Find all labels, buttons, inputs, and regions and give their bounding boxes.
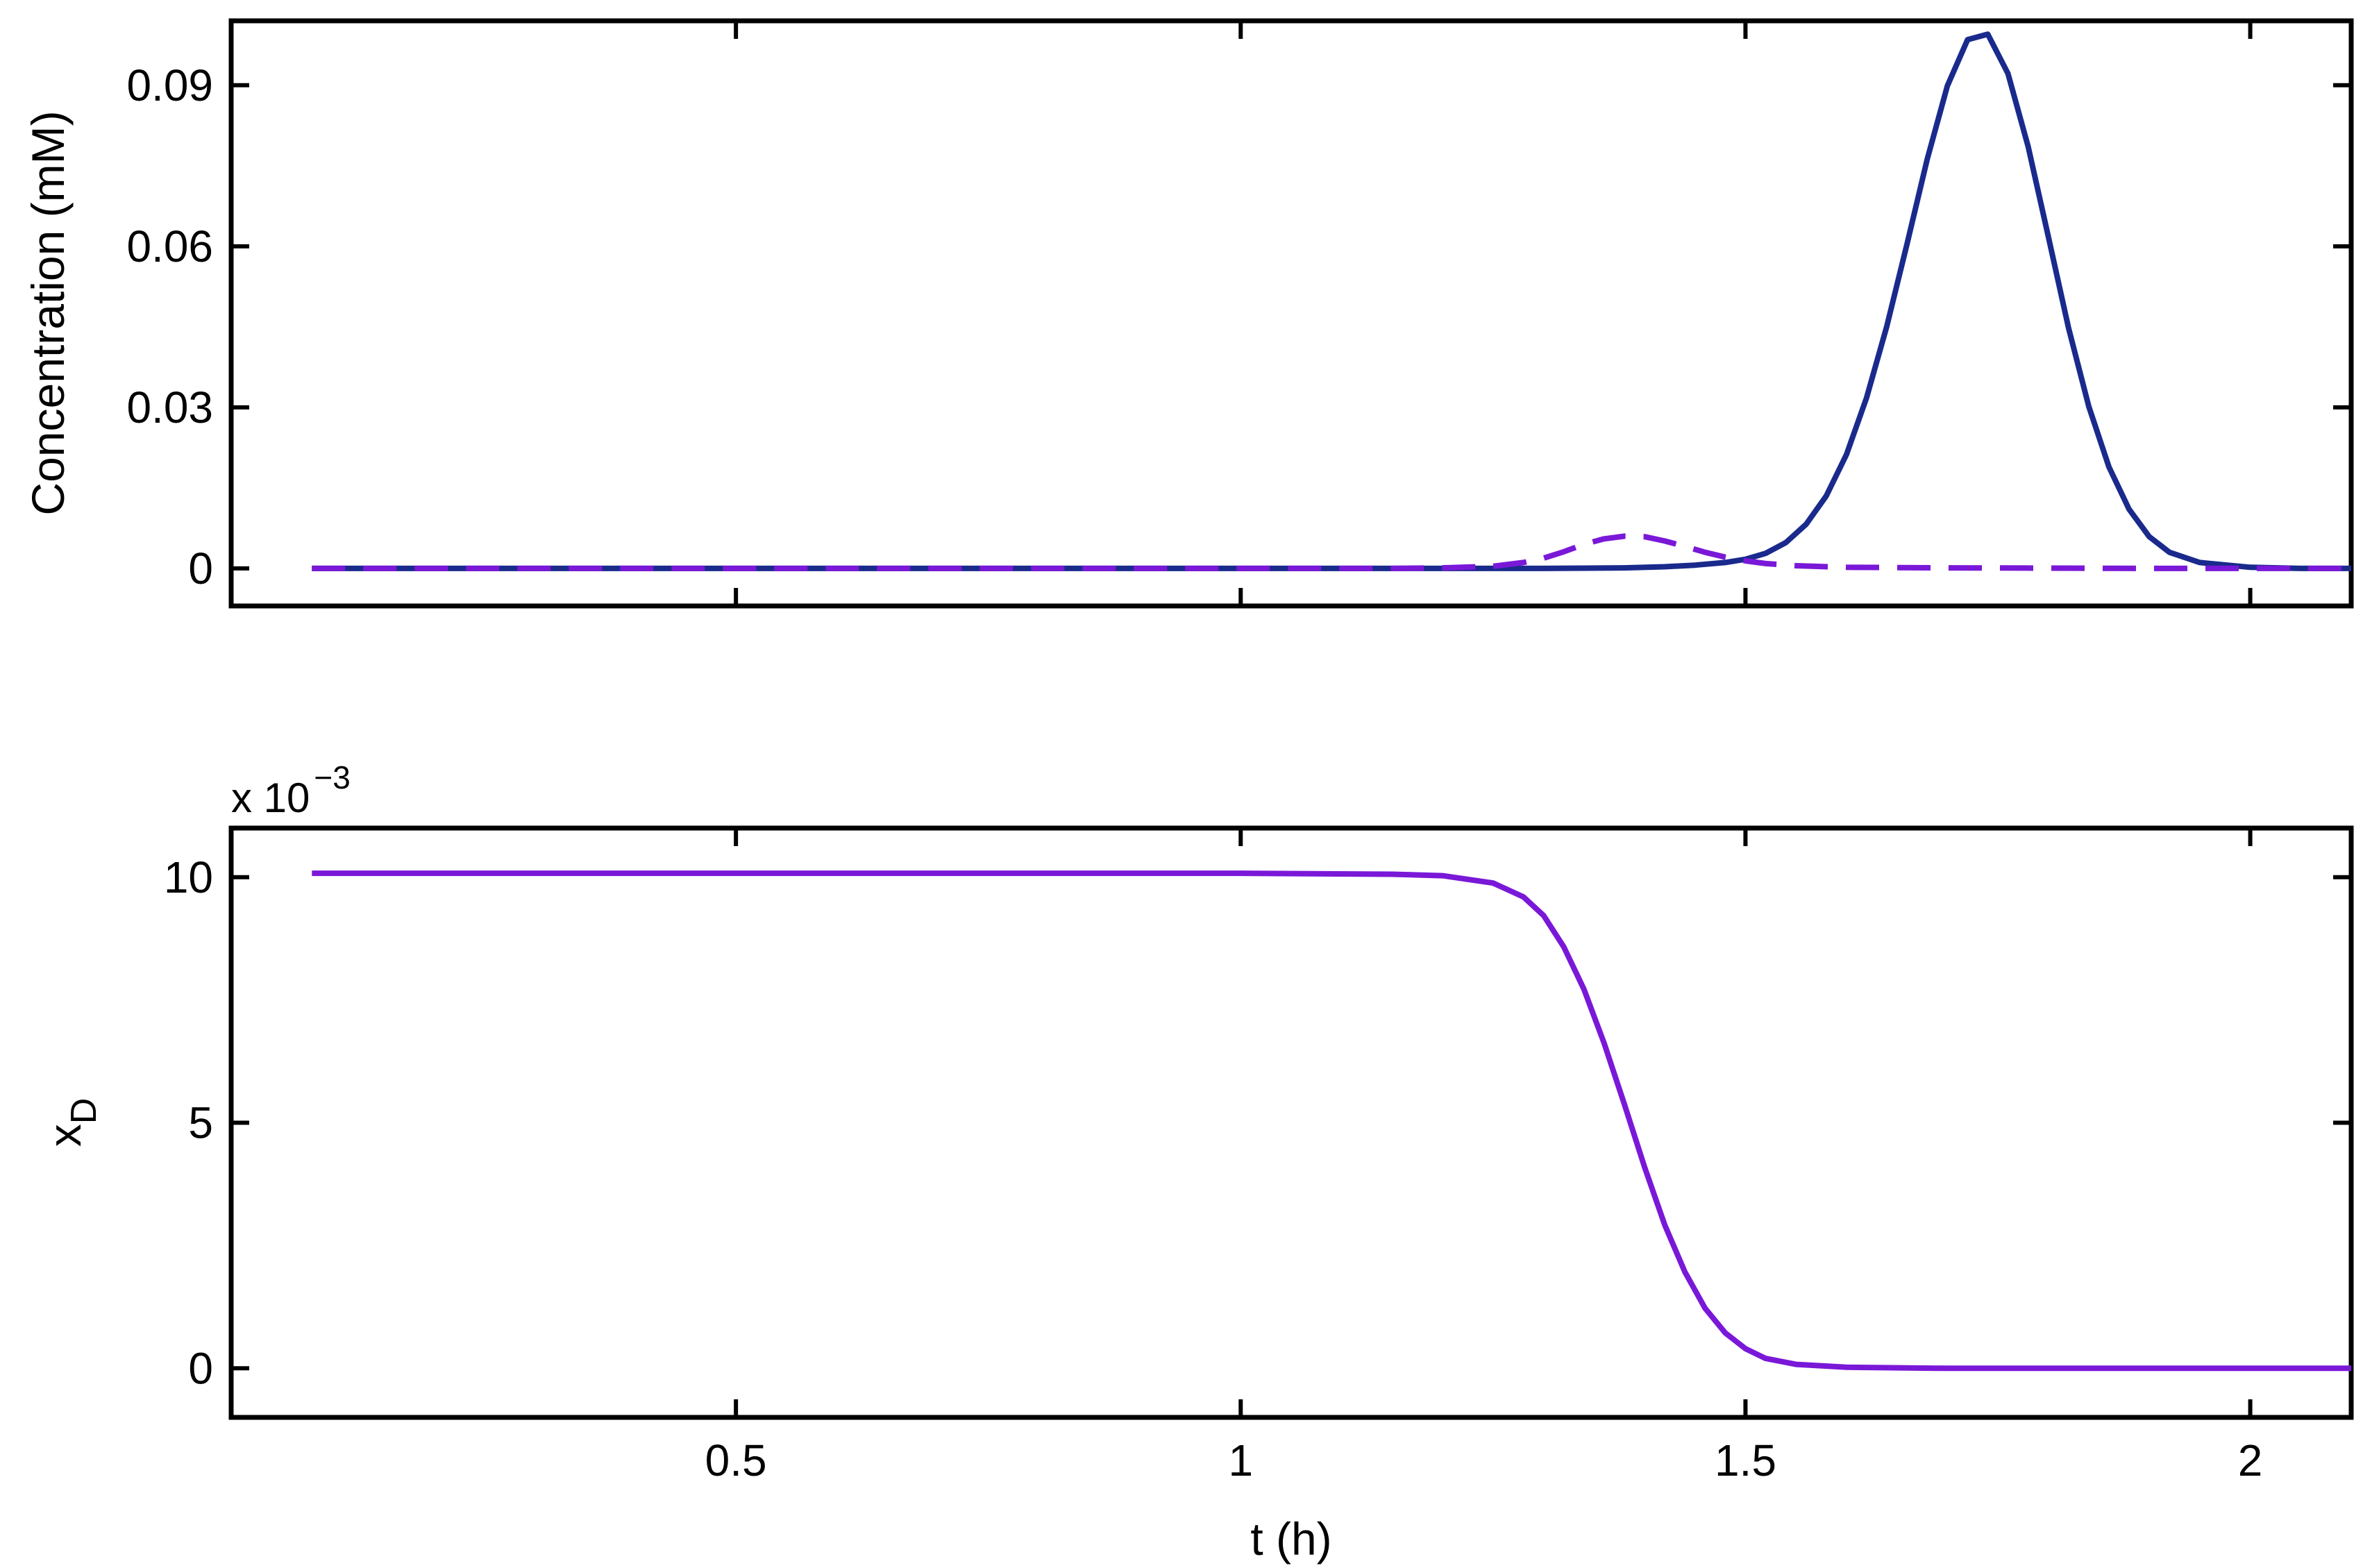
concentration-series [312,31,2351,571]
concentration-plot-frame [228,18,2354,609]
concentration-y-axis-label: Concentration (mM) [22,110,74,515]
xd-series [312,870,2351,1372]
xd-panel: 0 5 10 0.5 1 1.5 2 xD x 10 −3 t (h) [39,759,2354,1565]
xd-ytick-label-0: 0 [188,1343,213,1393]
concentration-series-line-1 [312,533,2351,571]
concentration-panel: 0 0.03 0.06 0.09 Concentration (mM) [22,18,2354,609]
concentration-x-ticks [734,21,2253,606]
concentration-y-ticks: 0 0.03 0.06 0.09 [126,60,2351,593]
xd-y-axis-label-subscript: D [64,1098,104,1124]
xd-ytick-label-2: 10 [164,852,213,902]
xd-xtick-label-0: 0.5 [705,1435,767,1485]
xd-xtick-label-3: 2 [2238,1435,2263,1485]
xd-ytick-label-1: 5 [188,1098,213,1148]
concentration-ytick-label-0: 0 [188,543,213,593]
concentration-ytick-label-3: 0.09 [126,60,213,110]
xd-xtick-label-2: 1.5 [1715,1435,1776,1485]
concentration-series-line-0 [312,31,2351,571]
xd-y-axis-label-base: x [39,1124,90,1147]
xd-exponent-power: −3 [314,759,350,795]
xd-exponent-label: x 10 −3 [231,759,351,821]
xd-xtick-label-1: 1 [1228,1435,1253,1485]
xd-exponent-base: x 10 [231,775,310,821]
xd-series-line-0 [312,870,2351,1372]
xd-y-axis-label: xD [39,1098,104,1147]
time-x-axis-label: t (h) [1250,1513,1331,1565]
concentration-ytick-label-1: 0.03 [126,382,213,432]
concentration-ytick-label-2: 0.06 [126,221,213,271]
xd-x-ticks: 0.5 1 1.5 2 [705,828,2263,1485]
xd-y-ticks: 0 5 10 [164,852,2351,1393]
